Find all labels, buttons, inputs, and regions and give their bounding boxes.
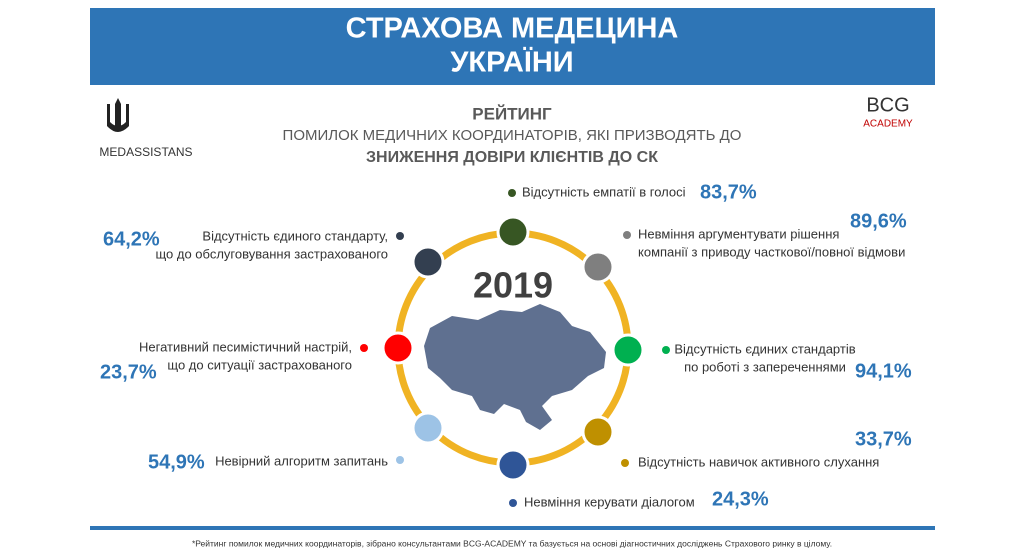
header-title: УКРАЇНИ	[450, 46, 573, 79]
right-logo-text: BCG	[866, 94, 909, 116]
node	[581, 250, 615, 284]
subtitle: РЕЙТИНГ	[472, 104, 552, 123]
item-label: Відсутність навичок активного слухання	[638, 454, 879, 469]
footnote: *Рейтинг помилок медичних координаторів,…	[192, 538, 832, 548]
item-value: 89,6%	[850, 210, 907, 232]
node	[496, 215, 530, 249]
item-value: 23,7%	[100, 361, 157, 383]
bullet	[360, 344, 368, 352]
item-label: Невміння керувати діалогом	[524, 494, 695, 509]
ukraine-map	[424, 304, 606, 430]
item-label: Відсутність емпатії в голосі	[522, 184, 686, 199]
bullet	[396, 456, 404, 464]
subtitle: ПОМИЛОК МЕДИЧНИХ КООРДИНАТОРІВ, ЯКІ ПРИЗ…	[283, 127, 742, 144]
bullet	[396, 232, 404, 240]
year: 2019	[473, 265, 553, 306]
item-value: 54,9%	[148, 451, 205, 473]
right-logo-subtext: ACADEMY	[863, 119, 913, 130]
item-value: 83,7%	[700, 181, 757, 203]
item-label: Невміння аргументувати рішення	[638, 226, 839, 241]
node	[496, 448, 530, 482]
bullet	[623, 231, 631, 239]
left-logo-text: MEDASSISTANS	[99, 145, 192, 159]
item-value: 33,7%	[855, 428, 912, 450]
item-label: по роботі з запереченнями	[684, 359, 846, 374]
item-label: Відсутність єдиних стандартів	[674, 341, 855, 356]
node	[581, 415, 615, 449]
item-value: 24,3%	[712, 488, 769, 510]
item-label: що до обслуговування застрахованого	[155, 246, 388, 261]
bullet	[621, 459, 629, 467]
item-label: компанії з приводу часткової/повної відм…	[638, 244, 905, 259]
node	[381, 331, 415, 365]
node	[411, 245, 445, 279]
item-label: що до ситуації застрахованого	[167, 357, 352, 372]
item-value: 94,1%	[855, 360, 912, 382]
item-label: Негативний песимістичний настрій,	[139, 339, 352, 354]
header-title: СТРАХОВА МЕДЕЦИНА	[346, 13, 679, 45]
bullet	[509, 499, 517, 507]
bullet	[508, 189, 516, 197]
trident-logo	[107, 98, 129, 132]
node	[411, 411, 445, 445]
subtitle: ЗНИЖЕННЯ ДОВІРИ КЛІЄНТІВ ДО СК	[366, 149, 658, 166]
item-value: 64,2%	[103, 228, 160, 250]
node	[611, 333, 645, 367]
header-bar	[90, 8, 935, 85]
bullet	[662, 346, 670, 354]
item-label: Невірний алгоритм запитань	[215, 453, 388, 468]
item-label: Відсутність єдиного стандарту,	[202, 228, 388, 243]
